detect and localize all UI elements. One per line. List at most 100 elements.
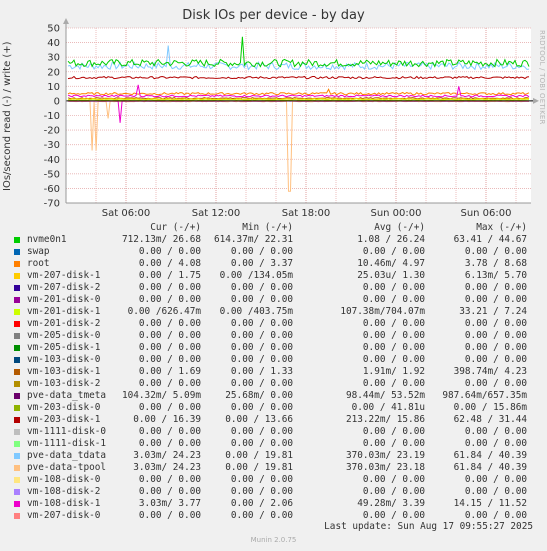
legend-row: pve-data_tmeta 104.32m/ 5.09m 25.68m/ 0.00… [0,390,547,402]
x-axis-arrow [533,97,539,104]
legend-row: vm-203-disk-0 0.00 / 0.00 0.00 / 0.00 0.00 … [0,402,547,414]
y-tick-label: -70 [44,199,60,210]
legend-min-value: 0.00 / 0.00 [230,426,293,437]
legend-avg-value: 370.03m/ 23.19 [345,450,425,461]
last-update: Last update: Sun Aug 17 09:55:27 2025 [324,521,533,532]
x-tick-label: Sat 12:00 [192,208,240,219]
legend-avg-value: 1.08 / 26.24 [357,234,425,245]
legend-avg-value: 0.00 / 0.00 [362,354,425,365]
legend-series-name: vm-1111-disk-1 [27,438,107,449]
y-tick-label: 0 [54,96,60,107]
legend-max-value: 0.00 / 0.00 [464,486,527,497]
legend-min-value: 0.00 / 0.00 [230,438,293,449]
legend-swatch [14,453,20,459]
legend-row: vm-207-disk-1 0.00 / 1.75 0.00 /134.05m 25.… [0,270,547,282]
legend-cur-value: 0.00 / 0.00 [138,474,201,485]
legend-swatch [14,249,20,255]
legend-series-name: vm-207-disk-0 [27,510,101,521]
legend-series-name: pve-data-tpool [27,462,107,473]
legend-avg-value: 0.00 / 0.00 [362,246,425,257]
legend-swatch [14,321,20,327]
legend-min-value: 0.00 / 0.00 [230,486,293,497]
legend-swatch [14,237,20,243]
legend-max-value: 14.15 / 11.52 [453,498,527,509]
legend-min-value: 0.00 / 0.00 [230,294,293,305]
legend-series-name: vm-108-disk-0 [27,474,101,485]
legend-row: vm-108-disk-2 0.00 / 0.00 0.00 / 0.00 0.00 … [0,486,547,498]
legend-avg-value: 0.00 / 0.00 [362,474,425,485]
col-min-header: Min (-/+) [242,222,293,233]
legend-min-value: 0.00 / 0.00 [230,330,293,341]
y-tick-label: 20 [47,67,60,78]
legend-swatch [14,333,20,339]
x-tick-label: Sat 06:00 [102,208,150,219]
legend-avg-value: 0.00 / 0.00 [362,282,425,293]
legend-min-value: 0.00 / 2.06 [230,498,293,509]
legend-min-value: 0.00 / 19.81 [225,450,293,461]
legend-header: Cur (-/+) Min (-/+) Avg (-/+) Max (-/+) [0,222,547,234]
legend-row: vm-203-disk-1 0.00 / 16.39 0.00 / 13.66 213… [0,414,547,426]
grid [65,27,531,204]
legend-cur-value: 0.00 /626.47m [127,306,201,317]
series-nvme0n1 [67,36,530,68]
legend-swatch [14,501,20,507]
y-tick-label: -20 [44,126,60,137]
legend-min-value: 0.00 / 0.00 [230,474,293,485]
legend-avg-value: 0.00 / 0.00 [362,330,425,341]
legend-max-value: 0.00 / 15.86m [453,402,527,413]
legend-swatch [14,489,20,495]
legend-swatch [14,393,20,399]
legend-swatch [14,441,20,447]
legend-swatch [14,513,20,519]
legend-cur-value: 3.03m/ 24.23 [133,462,201,473]
legend-series-name: vm-205-disk-0 [27,330,101,341]
legend-row: vm-207-disk-2 0.00 / 0.00 0.00 / 0.00 0.00 … [0,282,547,294]
legend-swatch [14,285,20,291]
legend-row: vm-103-disk-0 0.00 / 0.00 0.00 / 0.00 0.00 … [0,354,547,366]
legend-series-name: pve-data_tmeta [27,390,107,401]
legend-cur-value: 0.00 / 0.00 [138,330,201,341]
legend-cur-value: 3.03m/ 3.77 [138,498,201,509]
legend-row: vm-103-disk-1 0.00 / 1.69 0.00 / 1.33 1.91m… [0,366,547,378]
legend-min-value: 0.00 / 1.33 [230,366,293,377]
legend-swatch [14,417,20,423]
legend-cur-value: 0.00 / 0.00 [138,282,201,293]
legend-cur-value: 0.00 / 0.00 [138,378,201,389]
y-tick-label: 40 [47,38,60,49]
legend-avg-value: 107.38m/704.07m [340,306,425,317]
legend-series-name: vm-1111-disk-0 [27,426,107,437]
legend-cur-value: 0.00 / 0.00 [138,510,201,521]
legend-row: vm-205-disk-1 0.00 / 0.00 0.00 / 0.00 0.00 … [0,342,547,354]
col-cur-header: Cur (-/+) [150,222,201,233]
legend-cur-value: 0.00 / 0.00 [138,438,201,449]
legend-cur-value: 0.00 / 0.00 [138,486,201,497]
legend-cur-value: 0.00 / 0.00 [138,246,201,257]
legend-cur-value: 0.00 / 0.00 [138,294,201,305]
x-tick-label: Sun 00:00 [370,208,421,219]
legend-min-value: 0.00 / 0.00 [230,282,293,293]
legend-cur-value: 0.00 / 0.00 [138,402,201,413]
legend-avg-value: 1.91m/ 1.92 [362,366,425,377]
y-tick-label: -10 [44,111,60,122]
legend-swatch [14,297,20,303]
legend-max-value: 3.78 / 8.68 [464,258,527,269]
legend-avg-value: 0.00 / 0.00 [362,378,425,389]
legend-series-name: vm-201-disk-1 [27,306,101,317]
y-tick-label: 10 [47,82,60,93]
legend-cur-value: 0.00 / 1.69 [138,366,201,377]
y-tick-label: -50 [44,169,60,180]
legend-avg-value: 0.00 / 0.00 [362,426,425,437]
legend-avg-value: 0.00 / 0.00 [362,318,425,329]
legend-cur-value: 0.00 / 0.00 [138,318,201,329]
legend-row: nvme0n1 712.13m/ 26.68 614.37m/ 22.31 1.08 … [0,234,547,246]
legend-series-name: vm-108-disk-1 [27,498,101,509]
legend-max-value: 398.74m/ 4.23 [453,366,527,377]
legend-max-value: 0.00 / 0.00 [464,426,527,437]
legend-series-name: vm-201-disk-0 [27,294,101,305]
legend-min-value: 0.00 / 0.00 [230,318,293,329]
legend-max-value: 0.00 / 0.00 [464,474,527,485]
legend-min-value: 0.00 / 0.00 [230,354,293,365]
legend-series-name: pve-data_tdata [27,450,107,461]
legend-max-value: 0.00 / 0.00 [464,246,527,257]
legend-series-name: vm-205-disk-1 [27,342,101,353]
